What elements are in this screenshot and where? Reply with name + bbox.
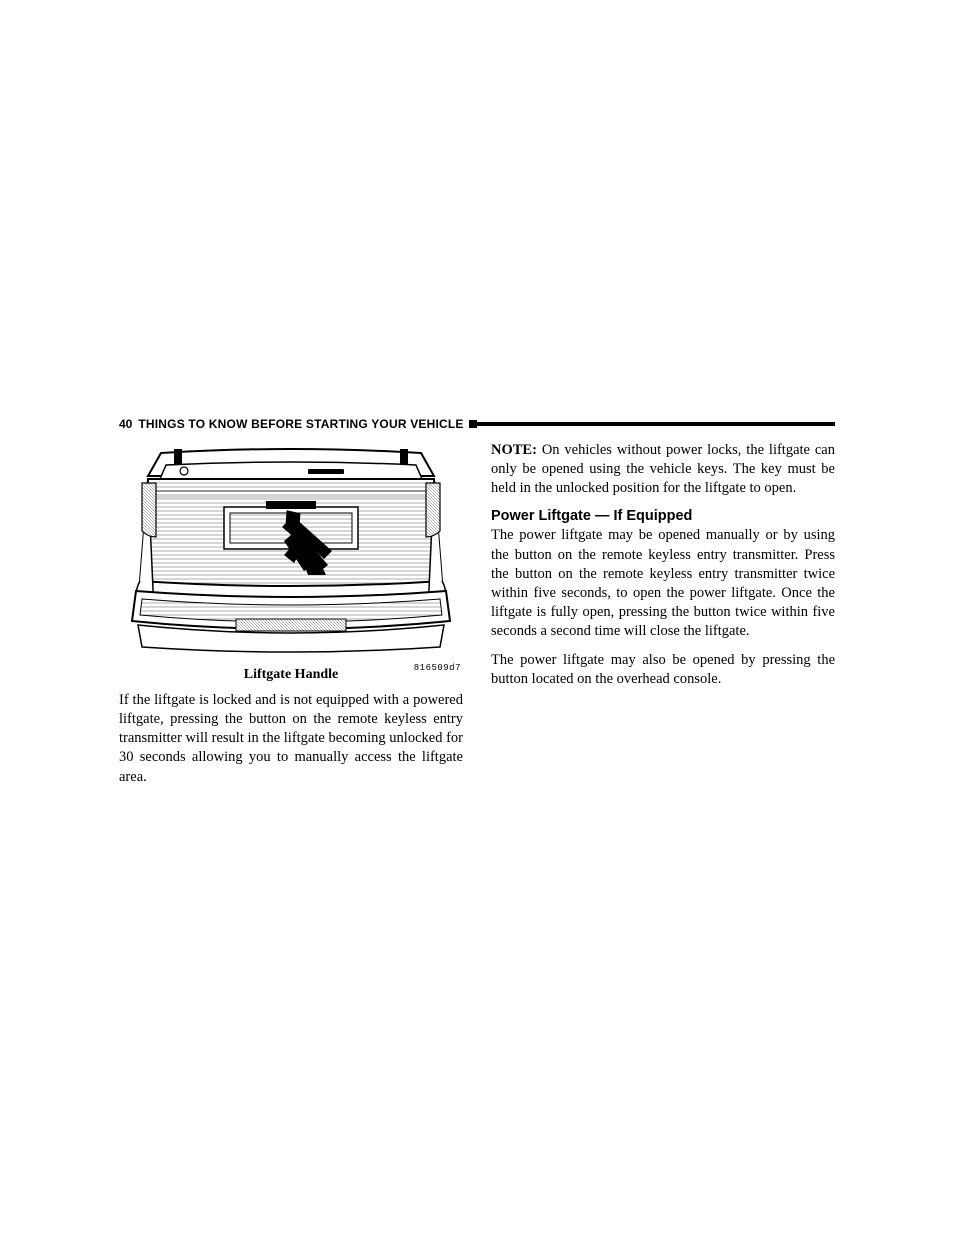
two-column-layout: 816509d7 Liftgate Handle If the liftgate… [119,441,835,797]
note-body: On vehicles without power locks, the lif… [491,442,835,496]
note-label: NOTE: [491,442,537,458]
page-content: 40 THINGS TO KNOW BEFORE STARTING YOUR V… [119,417,835,797]
left-column: 816509d7 Liftgate Handle If the liftgate… [119,441,463,797]
page-number: 40 [119,417,132,431]
figure-caption: Liftgate Handle [119,667,463,683]
vehicle-rear-illustration-icon [126,441,456,661]
left-paragraph-1: If the liftgate is locked and is not equ… [119,691,463,787]
header-title: THINGS TO KNOW BEFORE STARTING YOUR VEHI… [138,417,463,431]
right-paragraph-3: The power liftgate may also be opened by… [491,651,835,689]
liftgate-figure: 816509d7 [119,441,463,673]
page-header: 40 THINGS TO KNOW BEFORE STARTING YOUR V… [119,417,835,431]
section-heading: Power Liftgate — If Equipped [491,508,835,524]
right-column: NOTE: On vehicles without power locks, t… [491,441,835,797]
note-paragraph: NOTE: On vehicles without power locks, t… [491,441,835,498]
header-rule [474,422,835,426]
right-paragraph-2: The power liftgate may be opened manuall… [491,526,835,641]
